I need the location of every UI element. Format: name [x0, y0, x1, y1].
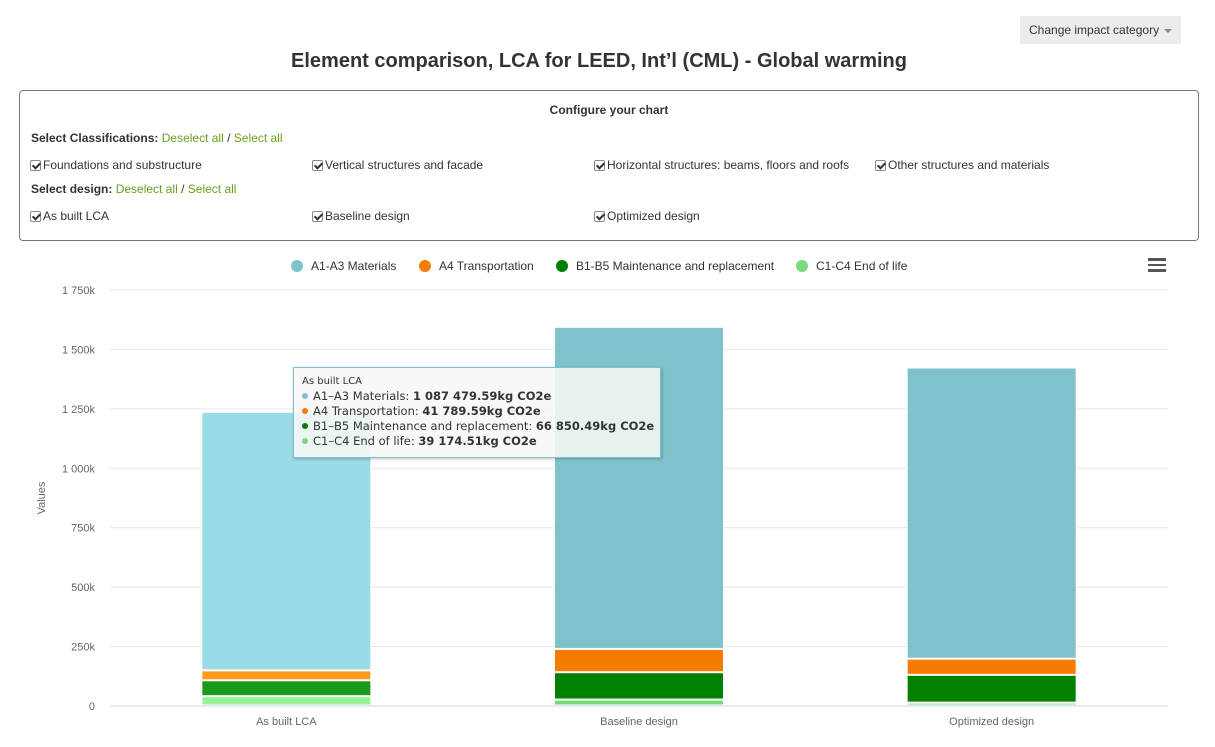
tooltip-row: C1–C4 End of life: 39 174.51kg CO2e: [302, 434, 652, 449]
bar-segment: [554, 672, 724, 700]
bar-segment: [906, 367, 1077, 659]
checkbox-icon[interactable]: [875, 159, 886, 171]
change-impact-category-label: Change impact category: [1029, 23, 1160, 37]
tooltip-label: A1–A3 Materials:: [313, 389, 410, 403]
y-tick-label: 250k: [71, 642, 95, 654]
tooltip-row: B1–B5 Maintenance and replacement: 66 85…: [302, 419, 655, 434]
legend-marker-icon: [796, 260, 808, 272]
y-tick-label: 750k: [71, 523, 95, 535]
bar-segment: [554, 648, 724, 673]
tooltip-value: 1 087 479.59kg CO2e: [413, 389, 552, 403]
checkbox-icon[interactable]: [312, 159, 323, 171]
checkbox-icon[interactable]: [30, 159, 41, 171]
legend-item-c1-c4-end-of-life[interactable]: C1-C4 End of life: [796, 259, 907, 273]
checkbox-other-structures-label: Other structures and materials: [888, 158, 1050, 172]
tooltip-row: A1–A3 Materials: 1 087 479.59kg CO2e: [302, 389, 652, 404]
tooltip-label: B1–B5 Maintenance and replacement:: [313, 419, 533, 433]
legend-item-b1-b5-maintenance[interactable]: B1-B5 Maintenance and replacement: [556, 259, 774, 273]
classifications-separator: /: [227, 131, 231, 145]
legend-marker-icon: [419, 260, 431, 272]
checkbox-baseline-design[interactable]: Baseline design: [312, 209, 410, 223]
legend-item-a1-a3-materials[interactable]: A1-A3 Materials: [291, 259, 396, 273]
legend-label: B1-B5 Maintenance and replacement: [576, 259, 775, 273]
tooltip-value: 66 850.49kg CO2e: [535, 419, 655, 433]
bar-segment: [554, 699, 724, 706]
checkbox-as-built-lca-label: As built LCA: [43, 209, 110, 223]
select-classifications-row: Select Classifications: Deselect all / S…: [31, 131, 283, 145]
y-tick-label: 1 250k: [62, 404, 96, 416]
classifications-select-all-link[interactable]: Select all: [233, 131, 283, 145]
chart-tooltip: As built LCA A1–A3 Materials: 1 087 479.…: [293, 367, 661, 458]
tooltip-value: 39 174.51kg CO2e: [418, 434, 537, 448]
tooltip-bullet-icon: [302, 408, 308, 414]
tooltip-bullet-icon: [302, 393, 308, 399]
chart-menu-icon[interactable]: [1148, 258, 1166, 272]
legend-label: A1-A3 Materials: [311, 259, 397, 273]
tooltip-label: C1–C4 End of life:: [313, 434, 415, 448]
checkbox-icon[interactable]: [30, 210, 41, 222]
legend-label: C1-C4 End of life: [816, 259, 908, 273]
bar-segment: [201, 670, 372, 681]
checkbox-optimized-design-label: Optimized design: [607, 209, 700, 223]
caret-down-icon: [1164, 29, 1173, 33]
checkbox-horizontal-structures-label: Horizontal structures: beams, floors and…: [607, 158, 850, 172]
tooltip-bullet-icon: [302, 438, 308, 444]
checkbox-icon[interactable]: [312, 210, 323, 222]
checkbox-horizontal-structures[interactable]: Horizontal structures: beams, floors and…: [594, 158, 849, 172]
x-tick-label: As built LCA: [256, 716, 317, 728]
x-tick-label: Baseline design: [600, 716, 678, 728]
y-tick-label: 500k: [71, 582, 95, 594]
bar-segment: [906, 702, 1077, 706]
checkbox-icon[interactable]: [594, 159, 605, 171]
checkbox-vertical-structures-label: Vertical structures and facade: [325, 158, 484, 172]
select-design-row: Select design: Deselect all / Select all: [31, 182, 236, 196]
checkbox-icon[interactable]: [594, 210, 605, 222]
legend-marker-icon: [556, 260, 568, 272]
checkbox-vertical-structures[interactable]: Vertical structures and facade: [312, 158, 483, 172]
tooltip-row: A4 Transportation: 41 789.59kg CO2e: [302, 404, 652, 419]
checkbox-foundations-label: Foundations and substructure: [43, 158, 202, 172]
change-impact-category-button[interactable]: Change impact category: [1020, 16, 1182, 44]
legend-label: A4 Transportation: [439, 259, 534, 273]
select-design-label: Select design:: [31, 182, 113, 196]
design-deselect-all-link[interactable]: Deselect all: [115, 182, 178, 196]
checkbox-optimized-design[interactable]: Optimized design: [594, 209, 700, 223]
tooltip-label: A4 Transportation:: [313, 404, 419, 418]
checkbox-foundations[interactable]: Foundations and substructure: [30, 158, 202, 172]
checkbox-as-built-lca[interactable]: As built LCA: [30, 209, 109, 223]
legend-marker-icon: [291, 260, 303, 272]
tooltip-title: As built LCA: [302, 376, 362, 387]
y-tick-label: 1 750k: [62, 285, 96, 297]
tooltip-bullet-icon: [302, 423, 308, 429]
checkbox-other-structures[interactable]: Other structures and materials: [875, 158, 1049, 172]
y-tick-label: 0: [89, 701, 95, 713]
tooltip-value: 41 789.59kg CO2e: [422, 404, 541, 418]
classifications-deselect-all-link[interactable]: Deselect all: [161, 131, 224, 145]
design-select-all-link[interactable]: Select all: [187, 182, 237, 196]
checkbox-baseline-design-label: Baseline design: [325, 209, 410, 223]
x-tick-label: Optimized design: [949, 716, 1034, 728]
bar-segment: [201, 680, 372, 697]
bar-segment: [906, 658, 1077, 675]
page-title: Element comparison, LCA for LEED, Int’l …: [291, 50, 907, 72]
y-tick-label: 1 000k: [62, 463, 96, 475]
configure-chart-panel: Configure your chart Select Classificati…: [19, 90, 1199, 241]
legend-item-a4-transportation[interactable]: A4 Transportation: [419, 259, 534, 273]
design-separator: /: [181, 182, 185, 196]
bar-segment: [906, 674, 1077, 703]
y-axis-title: Values: [36, 481, 48, 514]
configure-chart-title: Configure your chart: [549, 103, 669, 117]
y-tick-label: 1 500k: [62, 344, 96, 356]
select-classifications-label: Select Classifications:: [31, 131, 159, 145]
bar-segment: [201, 696, 372, 706]
